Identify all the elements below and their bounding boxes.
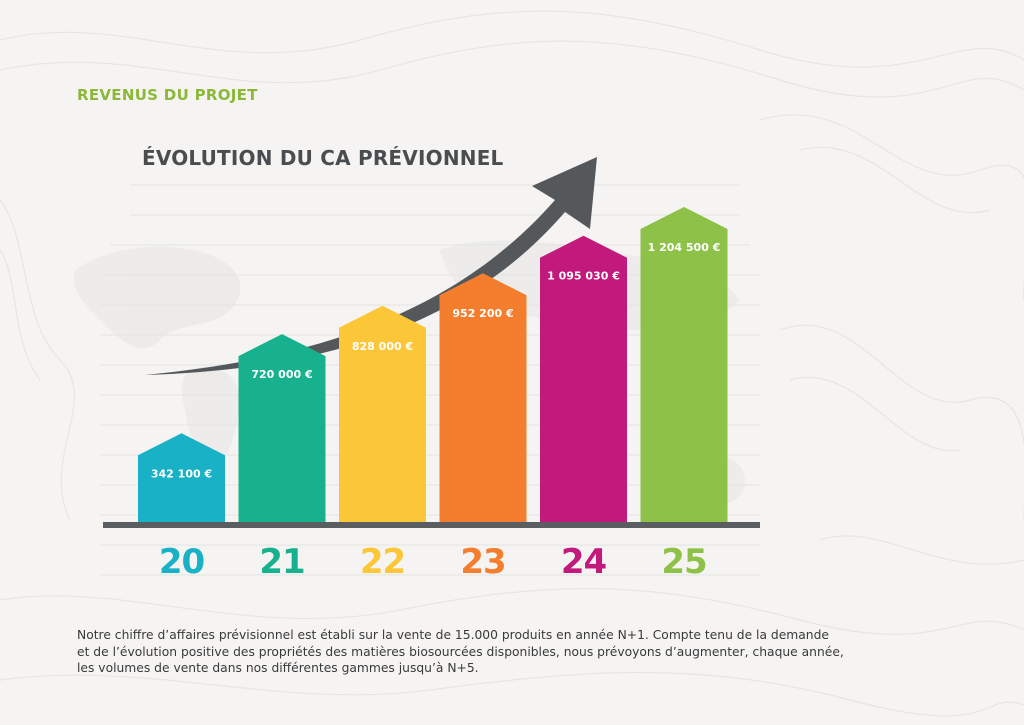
data-label: 952 200 € bbox=[452, 307, 513, 320]
x-tick-label: 25 bbox=[661, 542, 706, 582]
x-tick-label: 23 bbox=[460, 542, 505, 582]
bar-21 bbox=[238, 334, 326, 523]
description-line: Notre chiffre d’affaires prévisionnel es… bbox=[77, 628, 829, 642]
data-label: 342 100 € bbox=[151, 467, 212, 480]
data-label: 720 000 € bbox=[251, 368, 312, 381]
chart-title: ÉVOLUTION DU CA PRÉVIONNEL bbox=[142, 146, 504, 170]
data-label: 1 095 030 € bbox=[547, 270, 620, 283]
x-tick-label: 20 bbox=[159, 542, 205, 582]
bar-23 bbox=[439, 273, 527, 523]
bar-20 bbox=[138, 433, 225, 523]
x-tick-label: 24 bbox=[561, 542, 607, 582]
x-tick-label: 21 bbox=[259, 542, 304, 582]
bar-22 bbox=[339, 305, 426, 523]
description-line: les volumes de vente dans nos différente… bbox=[77, 661, 479, 675]
section-title: REVENUS DU PROJET bbox=[77, 86, 258, 104]
description: Notre chiffre d’affaires prévisionnel es… bbox=[77, 627, 877, 677]
data-label: 1 204 500 € bbox=[648, 241, 721, 254]
data-label: 828 000 € bbox=[352, 340, 413, 353]
x-tick-label: 22 bbox=[360, 542, 405, 582]
bar-24 bbox=[540, 235, 627, 523]
bar-25 bbox=[640, 207, 728, 523]
description-line: et de l’évolution positive des propriété… bbox=[77, 644, 844, 659]
